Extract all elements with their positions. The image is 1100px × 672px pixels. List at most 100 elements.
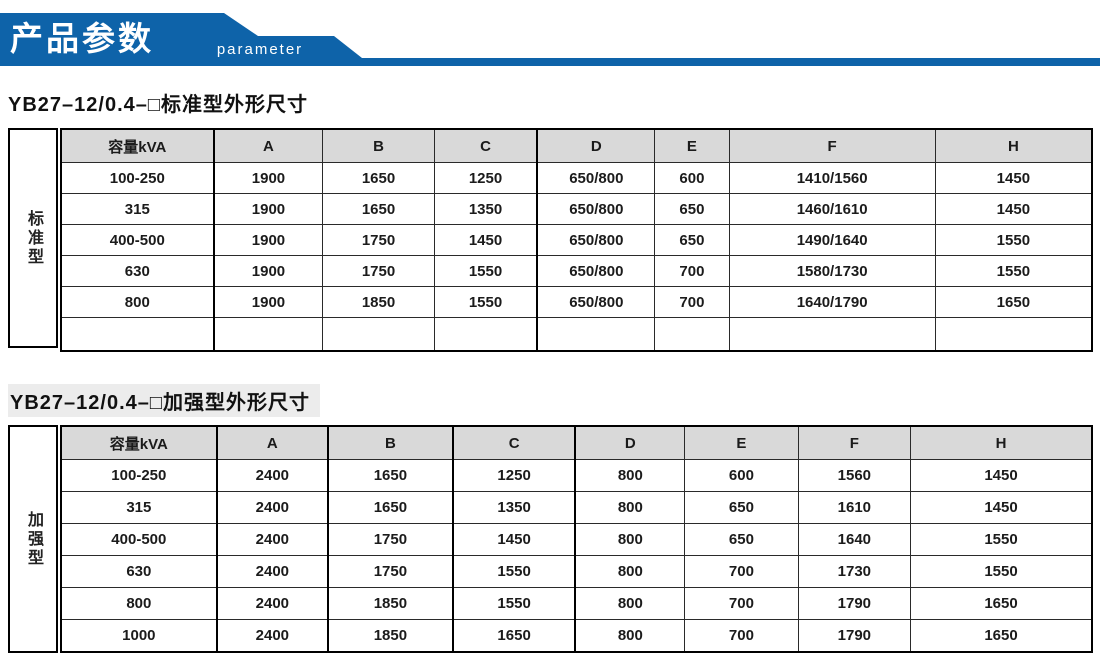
- capacity-cell: [60, 317, 215, 351]
- value-cell: [433, 317, 538, 351]
- table-row: 315 2400 1650 1350 800 650 1610 1450: [60, 490, 1093, 524]
- value-cell: 1650: [327, 459, 454, 492]
- value-cell: 1450: [433, 224, 538, 256]
- value-cell: 1450: [910, 490, 1093, 524]
- value-cell: 650/800: [536, 162, 656, 194]
- column-header-D: D: [574, 425, 686, 460]
- table-row: 1000 2400 1850 1650 800 700 1790 1650: [60, 618, 1093, 653]
- table-row: 315 1900 1650 1350 650/800 650 1460/1610 1450: [60, 193, 1093, 225]
- capacity-cell: 630: [60, 255, 215, 287]
- capacity-cell: 400-500: [60, 522, 218, 556]
- value-cell: 800: [574, 618, 686, 653]
- capacity-cell: 1000: [60, 618, 218, 653]
- table-row: 800 1900 1850 1550 650/800 700 1640/1790 1650: [60, 286, 1093, 318]
- column-header-F: F: [728, 128, 936, 163]
- value-cell: 1850: [327, 618, 454, 653]
- value-cell: 1900: [212, 224, 324, 256]
- value-cell: [536, 317, 656, 351]
- value-cell: 700: [654, 255, 730, 287]
- value-cell: 2400: [215, 586, 329, 620]
- standard-type-table: 容量kVA A B C D E F H 100-250 1900 1650 1250 650/800 60…: [60, 128, 1093, 352]
- value-cell: 1650: [910, 618, 1093, 653]
- value-cell: 1650: [322, 162, 435, 194]
- value-cell: 2400: [215, 554, 329, 588]
- value-cell: [322, 317, 435, 351]
- page-subtitle: parameter: [216, 41, 304, 58]
- table-row: 630 1900 1750 1550 650/800 700 1580/1730 1550: [60, 255, 1093, 287]
- column-header-E: E: [654, 128, 730, 163]
- capacity-cell: 630: [60, 554, 218, 588]
- column-header-capacity: 容量kVA: [60, 128, 215, 163]
- value-cell: 1790: [797, 586, 912, 620]
- value-cell: 650: [684, 490, 799, 524]
- value-cell: 1610: [797, 490, 912, 524]
- value-cell: 2400: [215, 522, 329, 556]
- value-cell: 1900: [212, 255, 324, 287]
- banner-ribbon-shape: [0, 13, 1100, 66]
- value-cell: 1450: [934, 193, 1093, 225]
- value-cell: 1490/1640: [728, 224, 936, 256]
- value-cell: 1650: [322, 193, 435, 225]
- value-cell: 1640/1790: [728, 286, 936, 318]
- value-cell: 650: [654, 193, 730, 225]
- reinforced-type-table-block: 加强型 容量kVA A B C D E F H 100-250 2400 1650 1250 800 60…: [8, 425, 1093, 653]
- value-cell: 700: [684, 554, 799, 588]
- table-row: [60, 317, 1093, 351]
- value-cell: 1450: [910, 459, 1093, 492]
- value-cell: 1750: [322, 255, 435, 287]
- value-cell: 650: [654, 224, 730, 256]
- value-cell: 1550: [451, 586, 576, 620]
- value-cell: 1350: [451, 490, 576, 524]
- value-cell: 1550: [433, 286, 538, 318]
- value-cell: [212, 317, 324, 351]
- capacity-cell: 315: [60, 490, 218, 524]
- table-row: 630 2400 1750 1550 800 700 1730 1550: [60, 554, 1093, 588]
- value-cell: 1640: [797, 522, 912, 556]
- table-row: 400-500 1900 1750 1450 650/800 650 1490/1640 15…: [60, 224, 1093, 256]
- value-cell: [728, 317, 936, 351]
- column-header-H: H: [934, 128, 1093, 163]
- column-header-C: C: [433, 128, 538, 163]
- value-cell: 1750: [327, 554, 454, 588]
- value-cell: 800: [574, 554, 686, 588]
- value-cell: 600: [654, 162, 730, 194]
- column-header-A: A: [212, 128, 324, 163]
- table-header-row: 容量kVA A B C D E F H: [60, 128, 1093, 163]
- value-cell: 1750: [327, 522, 454, 556]
- value-cell: 600: [684, 459, 799, 492]
- table-row: 800 2400 1850 1550 800 700 1790 1650: [60, 586, 1093, 620]
- column-header-capacity: 容量kVA: [60, 425, 218, 460]
- value-cell: 1850: [322, 286, 435, 318]
- value-cell: 1900: [212, 286, 324, 318]
- value-cell: 1450: [451, 522, 576, 556]
- value-cell: 2400: [215, 618, 329, 653]
- value-cell: 1900: [212, 193, 324, 225]
- value-cell: 1650: [451, 618, 576, 653]
- value-cell: 1250: [433, 162, 538, 194]
- value-cell: 700: [654, 286, 730, 318]
- value-cell: 650: [684, 522, 799, 556]
- side-label-standard: 标准型: [8, 128, 58, 348]
- column-header-C: C: [451, 425, 576, 460]
- capacity-cell: 400-500: [60, 224, 215, 256]
- value-cell: 1900: [212, 162, 324, 194]
- standard-type-table-block: 标准型 容量kVA A B C D E F H 100-250 1900 1650 1250 650/8…: [8, 128, 1093, 352]
- value-cell: 650/800: [536, 224, 656, 256]
- value-cell: 1350: [433, 193, 538, 225]
- value-cell: 800: [574, 522, 686, 556]
- table-row: 400-500 2400 1750 1450 800 650 1640 1550: [60, 522, 1093, 556]
- value-cell: 1550: [934, 224, 1093, 256]
- value-cell: 1560: [797, 459, 912, 492]
- column-header-E: E: [684, 425, 799, 460]
- value-cell: 1730: [797, 554, 912, 588]
- side-label-reinforced: 加强型: [8, 425, 58, 653]
- value-cell: 1650: [327, 490, 454, 524]
- value-cell: 650/800: [536, 255, 656, 287]
- reinforced-type-table: 容量kVA A B C D E F H 100-250 2400 1650 1250 800 600 156…: [60, 425, 1093, 653]
- table-row: 100-250 1900 1650 1250 650/800 600 1410/1560 14…: [60, 162, 1093, 194]
- value-cell: [934, 317, 1093, 351]
- page-header-banner: 产品参数 parameter: [0, 0, 1100, 70]
- value-cell: 800: [574, 490, 686, 524]
- value-cell: 1790: [797, 618, 912, 653]
- capacity-cell: 100-250: [60, 459, 218, 492]
